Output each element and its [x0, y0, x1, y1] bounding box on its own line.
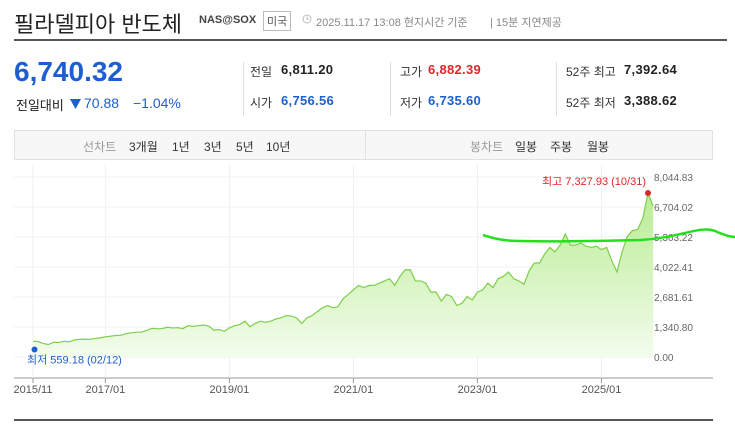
delay-note: | 15분 지연제공 — [490, 17, 562, 29]
separator — [390, 62, 391, 116]
stat-label: 저가 — [400, 96, 423, 110]
stat-label: 전일 — [250, 65, 273, 79]
stat-label: 고가 — [400, 65, 423, 79]
stat-label: 52주 최고 — [566, 65, 616, 79]
tab-bar — [14, 130, 713, 160]
chart: 8,044.83 6,704.02 5,363.22 4,022.41 2,681.61… — [14, 165, 735, 421]
stat-value: 6,811.20 — [281, 62, 334, 77]
tab[interactable]: 5년 — [236, 140, 254, 154]
tab[interactable]: 1년 — [172, 140, 190, 154]
y-tick-label: 2,681.61 — [654, 293, 693, 304]
stat-value: 7,392.64 — [624, 62, 678, 77]
tab-label: 봉차트 — [470, 140, 504, 154]
x-tick-label: 2023/01 — [458, 384, 498, 396]
y-tick-label: 8,044.83 — [654, 173, 693, 184]
high-label: 최고 7,327.93 (10/31) — [542, 175, 646, 188]
stat-value: 6,882.39 — [428, 62, 482, 77]
x-tick-label: 2021/01 — [334, 384, 374, 396]
tab[interactable]: 일봉 — [515, 140, 538, 154]
delay: 15분 지연제공 — [495, 17, 562, 29]
change-label: 전일대비 — [16, 98, 64, 113]
price: 6,740.32 — [14, 56, 123, 87]
tab-label: 선차트 — [83, 140, 117, 154]
stat-value: 6,735.60 — [428, 93, 482, 108]
separator — [243, 62, 244, 116]
stat-value: 3,388.62 — [624, 93, 678, 108]
tab-active[interactable]: 10년 — [266, 140, 291, 154]
clock-icon — [302, 14, 312, 24]
change: 70.88 — [84, 95, 120, 111]
stat-label: 시가 — [250, 96, 273, 110]
tab[interactable]: 월봉 — [587, 140, 610, 154]
x-tick-label: 2015/11 — [14, 384, 53, 396]
x-tick-label: 2025/01 — [582, 384, 622, 396]
tab[interactable]: 3개월 — [129, 140, 158, 154]
title: 필라델피아 반도체 — [14, 12, 183, 37]
low-marker — [31, 346, 38, 353]
change-pct: −1.04% — [133, 95, 181, 111]
separator — [556, 62, 557, 116]
code: NAS@SOX — [199, 14, 257, 26]
tab[interactable]: 주봉 — [550, 140, 573, 154]
area — [33, 193, 654, 357]
y-tick-label: 1,340.80 — [654, 323, 693, 334]
timestamp: 2025.11.17 13:08 현지시간 기준 — [316, 17, 468, 29]
stat-label: 52주 최저 — [566, 96, 616, 110]
x-tick-label: 2017/01 — [85, 384, 125, 396]
y-tick-label: 5,363.22 — [654, 233, 693, 244]
low-label: 최저 559.18 (02/12) — [27, 353, 122, 366]
high-marker — [645, 190, 651, 197]
hand-drawn-line — [482, 228, 735, 243]
x-tick-label: 2019/01 — [210, 384, 250, 396]
y-tick-label: 6,704.02 — [654, 203, 693, 214]
line — [32, 190, 654, 346]
y-tick-label: 0.00 — [654, 353, 674, 364]
down-arrow — [70, 99, 81, 109]
stat-value: 6,756.56 — [281, 93, 335, 108]
separator — [365, 130, 366, 160]
divider — [14, 39, 727, 41]
y-tick-label: 4,022.41 — [654, 263, 693, 274]
tab[interactable]: 3년 — [204, 140, 222, 154]
market: 미국 — [263, 11, 292, 31]
